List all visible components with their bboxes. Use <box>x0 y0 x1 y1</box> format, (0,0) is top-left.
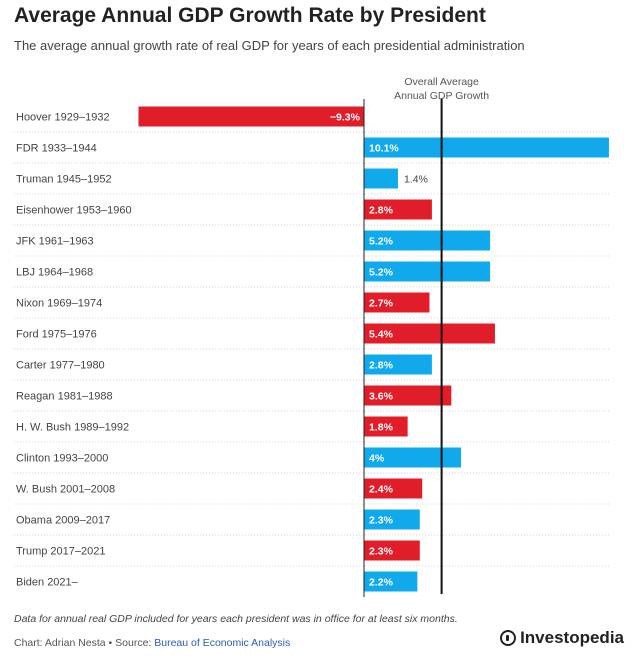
bar[interactable] <box>364 540 420 561</box>
brand-name: Investopedia <box>520 628 624 647</box>
bar[interactable] <box>364 292 430 313</box>
data-label: 5.2% <box>369 267 394 279</box>
category-label: H. W. Bush 1989–1992 <box>16 422 129 434</box>
data-label: 2.3% <box>369 546 394 558</box>
data-label: 1.4% <box>404 174 428 186</box>
bar[interactable] <box>364 416 408 437</box>
bar[interactable] <box>364 509 420 530</box>
bar[interactable] <box>364 199 432 220</box>
category-label: Hoover 1929–1932 <box>16 112 110 124</box>
bar-chart: Hoover 1929–1932 −9.3% FDR 1933–1944 10.1% T… <box>14 76 610 597</box>
chart-subtitle: The average annual growth rate of real G… <box>14 38 525 53</box>
data-label: 3.6% <box>369 391 394 403</box>
category-label: Biden 2021– <box>16 577 79 589</box>
source-link[interactable]: Bureau of Economic Analysis <box>154 637 291 649</box>
chart-title: Average Annual GDP Growth Rate by Presid… <box>14 4 486 27</box>
category-label: Carter 1977–1980 <box>16 360 105 372</box>
data-label: 2.8% <box>369 205 394 217</box>
category-label: Clinton 1993–2000 <box>16 453 108 465</box>
bar[interactable] <box>364 354 432 375</box>
source-line: Chart: Adrian Nesta • Source: Bureau of … <box>14 637 290 649</box>
data-label: 5.4% <box>369 329 394 341</box>
bar[interactable] <box>138 106 364 127</box>
bar[interactable] <box>364 323 495 344</box>
data-label: 5.2% <box>369 236 394 248</box>
data-label: 2.2% <box>369 577 394 589</box>
data-label: 4% <box>369 453 385 465</box>
category-label: Obama 2009–2017 <box>16 515 110 527</box>
bar[interactable] <box>364 261 491 282</box>
category-label: FDR 1933–1944 <box>16 143 97 155</box>
reference-line-label: Overall Average <box>404 76 479 88</box>
data-label: 10.1% <box>369 143 399 155</box>
category-label: W. Bush 2001–2008 <box>16 484 115 496</box>
bar[interactable] <box>364 137 609 158</box>
bar[interactable] <box>364 385 452 406</box>
bar[interactable] <box>364 447 461 468</box>
source-prefix: Chart: Adrian Nesta • Source: <box>14 637 155 649</box>
footnote: Data for annual real GDP included for ye… <box>14 613 458 625</box>
category-label: Truman 1945–1952 <box>16 174 112 186</box>
data-label: 2.8% <box>369 360 394 372</box>
brand-logo: Investopedia <box>500 628 624 648</box>
data-label: −9.3% <box>330 112 361 124</box>
category-label: Nixon 1969–1974 <box>16 298 102 310</box>
category-label: Trump 2017–2021 <box>16 546 106 558</box>
data-label: 1.8% <box>369 422 394 434</box>
investopedia-logo-icon <box>500 630 517 646</box>
category-label: LBJ 1964–1968 <box>16 267 93 279</box>
data-label: 2.7% <box>369 298 394 310</box>
bar[interactable] <box>364 478 423 499</box>
category-label: JFK 1961–1963 <box>16 236 94 248</box>
category-label: Reagan 1981–1988 <box>16 391 113 403</box>
bar[interactable] <box>364 571 418 592</box>
data-label: 2.4% <box>369 484 394 496</box>
category-label: Eisenhower 1953–1960 <box>16 205 132 217</box>
bar[interactable] <box>364 230 491 251</box>
data-label: 2.3% <box>369 515 394 527</box>
category-label: Ford 1975–1976 <box>16 329 97 341</box>
reference-line-label: Annual GDP Growth <box>394 90 489 102</box>
bar[interactable] <box>364 168 398 189</box>
